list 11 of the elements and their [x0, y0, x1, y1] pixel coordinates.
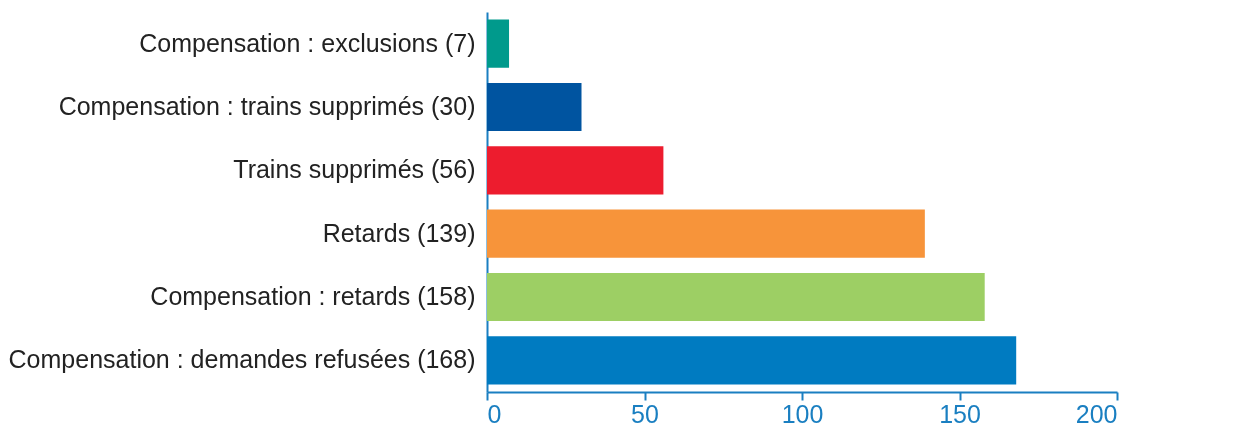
y-tick-label: Trains supprimés (56) [233, 155, 476, 184]
y-tick-label: Compensation : trains supprimés (30) [58, 92, 476, 120]
x-tick-label: 0 [487, 399, 502, 428]
y-tick-label: Compensation : demandes refusées (168) [8, 345, 476, 374]
y-tick-label: Compensation : exclusions (7) [139, 28, 476, 57]
x-tick-label: 100 [781, 399, 824, 428]
x-tick-label: 150 [939, 399, 981, 428]
x-tick-label: 50 [631, 399, 659, 428]
x-tick-label: 200 [1075, 399, 1118, 428]
y-tick-label: Retards (139) [322, 218, 476, 247]
y-tick-label: Compensation : retards (158) [150, 282, 476, 310]
